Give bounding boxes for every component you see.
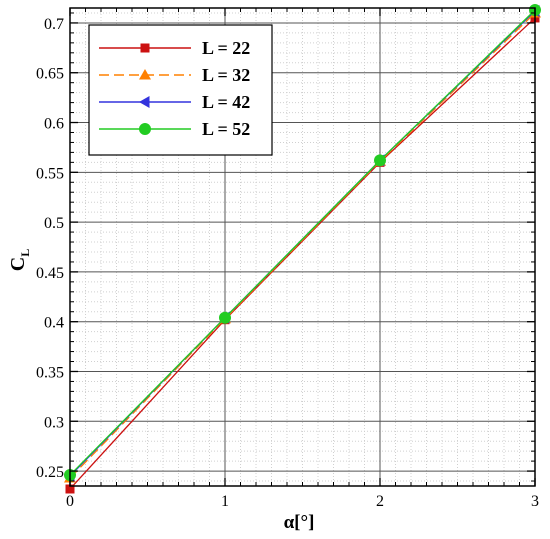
x-tick-label: 0 [66,493,74,510]
y-tick-label: 0.5 [44,215,64,232]
y-tick-label: 0.55 [36,165,64,182]
minor-grid [70,8,535,486]
y-tick-label: 0.3 [44,414,64,431]
y-tick-label: 0.35 [36,364,64,381]
data-point [374,154,386,167]
x-tick-labels: 0 1 2 3 [66,493,539,510]
axis-ticks [69,8,536,486]
legend-label: L = 42 [202,92,250,112]
legend-label: L = 22 [202,38,250,58]
y-tick-label: 0.6 [44,116,64,133]
legend-marker [139,96,150,108]
series-line [69,17,536,490]
y-axis-label-main: C [7,257,29,271]
data-point [65,484,75,494]
y-tick-label: 0.4 [44,315,64,332]
y-axis-label-sub: L [18,249,32,257]
y-tick-labels: 0.25 0.3 0.35 0.4 0.45 0.5 0.55 0.6 0.65 0.7 [36,16,64,481]
y-tick-label: 0.65 [36,66,64,83]
x-tick-label: 3 [531,493,539,510]
x-axis-label: α[°] [284,512,315,533]
x-tick-label: 2 [376,493,384,510]
legend: L = 22 L = 32 L = 42 L = 52 [88,24,273,156]
legend-label: L = 52 [202,119,250,139]
series-line [69,12,536,479]
legend-box [88,24,273,156]
data-point [219,311,231,324]
legend-marker [139,123,151,135]
legend-marker [140,43,150,53]
legend-label: L = 32 [202,65,250,85]
y-tick-label: 0.45 [36,265,64,282]
legend-marker [139,69,151,80]
y-axis-label: CL [7,249,32,271]
x-tick-label: 1 [221,493,229,510]
y-tick-label: 0.7 [44,16,64,33]
series-line [69,9,536,476]
y-tick-label: 0.25 [36,464,64,481]
